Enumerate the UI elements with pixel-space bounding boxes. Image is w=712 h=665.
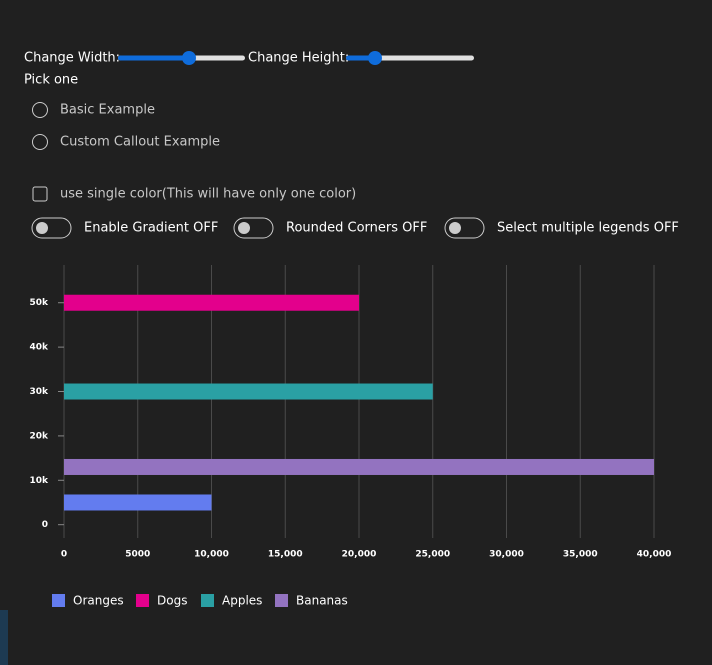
- y-tick-label: 40k: [29, 343, 49, 353]
- x-tick-label: 35,000: [563, 550, 598, 560]
- legend-swatch[interactable]: [52, 594, 65, 607]
- legend-swatch[interactable]: [275, 594, 288, 607]
- bar[interactable]: [64, 458, 654, 475]
- width-slider[interactable]: [118, 51, 245, 65]
- y-tick-label: 10k: [29, 476, 49, 486]
- radio[interactable]: [32, 102, 48, 118]
- legend-label[interactable]: Bananas: [296, 594, 348, 608]
- y-tick-label: 20k: [29, 431, 49, 441]
- legend-swatch[interactable]: [201, 594, 214, 607]
- edge-panel: [0, 610, 8, 665]
- radio-label[interactable]: Basic Example: [60, 103, 155, 118]
- legend-label[interactable]: Oranges: [73, 594, 124, 608]
- toggle-label[interactable]: Enable Gradient OFF: [84, 221, 218, 236]
- x-tick-label: 15,000: [268, 550, 303, 560]
- y-tick-label: 0: [42, 520, 48, 530]
- bar[interactable]: [64, 383, 433, 400]
- radio[interactable]: [32, 134, 48, 150]
- toggle[interactable]: [31, 217, 72, 239]
- y-tick-label: 30k: [29, 387, 49, 397]
- legend-swatch[interactable]: [136, 594, 149, 607]
- bar[interactable]: [64, 494, 212, 511]
- y-tick-label: 50k: [29, 298, 49, 308]
- toggle[interactable]: [444, 217, 485, 239]
- x-tick-label: 0: [61, 550, 67, 560]
- height-slider[interactable]: [346, 51, 474, 65]
- x-tick-label: 25,000: [415, 550, 450, 560]
- bar[interactable]: [64, 294, 359, 311]
- checkbox-label[interactable]: use single color(This will have only one…: [60, 187, 356, 202]
- chart: 0 5000 10,000 15,000 20,000 25,000 30,000 35,00…: [29, 265, 671, 608]
- width-label: Change Width:: [24, 51, 120, 66]
- x-tick-label: 20,000: [342, 550, 377, 560]
- toggle[interactable]: [233, 217, 274, 239]
- height-label: Change Height:: [248, 51, 349, 66]
- checkbox[interactable]: [32, 186, 48, 202]
- x-tick-label: 40,000: [637, 550, 672, 560]
- x-tick-label: 5000: [125, 550, 150, 560]
- radio-label[interactable]: Custom Callout Example: [60, 135, 220, 150]
- pick-label: Pick one: [24, 73, 78, 88]
- legend-label[interactable]: Apples: [222, 594, 262, 608]
- x-tick-label: 30,000: [489, 550, 524, 560]
- toggle-label[interactable]: Select multiple legends OFF: [497, 221, 679, 236]
- legend-label[interactable]: Dogs: [157, 594, 187, 608]
- toggle-label[interactable]: Rounded Corners OFF: [286, 221, 427, 236]
- x-tick-label: 10,000: [194, 550, 229, 560]
